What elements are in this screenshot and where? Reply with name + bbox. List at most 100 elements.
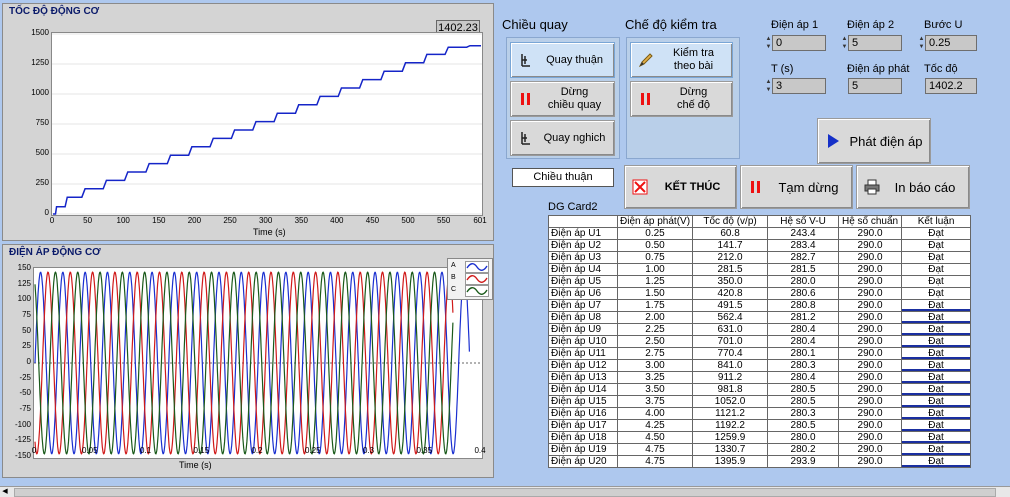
table-cell: 290.0 [838,275,903,288]
row-label-cell: Điện áp U13 [548,371,618,384]
row-label-cell: Điện áp U2 [548,239,618,252]
legend-entry: A [451,261,489,273]
reverse-button[interactable]: Quay nghich [510,120,615,156]
row-label-cell: Điện áp U8 [548,311,618,324]
voltage-x-tick: 0.2 [251,446,263,455]
table-cell: Đạt [901,227,972,240]
scroll-left-arrow[interactable]: ◀ [2,488,8,495]
table-cell: Đạt [901,347,972,360]
table-cell: Đạt [901,395,972,408]
voltage-chart [34,271,482,455]
emit-voltage-button[interactable]: Phát điện áp [817,118,931,164]
pause-icon [747,178,765,196]
speed-y-tick: 0 [44,208,49,217]
table-cell: 290.0 [838,299,903,312]
table-cell: 0.75 [616,251,694,264]
row-label-cell: Điện áp U3 [548,251,618,264]
print-report-button[interactable]: In báo cáo [856,165,970,209]
table-cell: 280.3 [767,359,840,372]
test-mode-button[interactable]: Kiểm tra theo bài [630,42,733,78]
step-input[interactable]: 0.25 [925,35,977,51]
table-cell: Đạt [901,239,972,252]
u1-spinner[interactable]: ▲ ▼ [765,36,772,50]
t-spinner[interactable]: ▲ ▼ [765,79,772,93]
table-cell: 770.4 [692,347,769,360]
speed-y-tick: 1250 [31,58,49,67]
speed-x-tick: 500 [401,216,415,225]
table-cell: 290.0 [838,383,903,396]
table-cell: 1.75 [616,299,694,312]
stop-mode-button[interactable]: Dừng chế độ [630,81,733,117]
table-cell: 283.4 [767,239,840,252]
voltage-x-tick: 0.25 [304,446,321,455]
t-input[interactable]: 3 [772,78,826,94]
table-cell: 290.0 [838,431,903,444]
play-icon [824,132,842,150]
table-cell: 290.0 [838,239,903,252]
u1-input[interactable]: 0 [772,35,826,51]
row-label-cell: Điện áp U4 [548,263,618,276]
table-header-cell: Điện áp phát(V) [616,215,694,228]
row-label-cell: Điện áp U20 [548,455,618,468]
table-cell: 1.00 [616,263,694,276]
table-cell: 1052.0 [692,395,769,408]
table-cell: 60.8 [692,227,769,240]
speed-x-tick: 250 [223,216,237,225]
u2-input[interactable]: 5 [848,35,902,51]
voltage-x-tick: 0.4 [474,446,486,455]
u2-spinner[interactable]: ▲ ▼ [841,36,848,50]
row-label-cell: Điện áp U14 [548,383,618,396]
table-cell: Đạt [901,251,972,264]
t-label: T (s) [771,63,794,75]
step-spinner[interactable]: ▲ ▼ [918,36,925,50]
pause-icon [637,90,655,108]
table-cell: 2.00 [616,311,694,324]
legend-entry: C [451,285,489,297]
table-cell: 280.0 [767,431,840,444]
table-row: Điện áp U15 3.75 1052.0 280.5 290.0 Đạt [548,395,972,408]
table-cell: 290.0 [838,263,903,276]
pause-button[interactable]: Tạm dừng [740,165,853,209]
speed-x-tick: 450 [365,216,380,225]
row-label-cell: Điện áp U7 [548,299,618,312]
voltage-series-a [34,271,470,455]
legend-label: A [451,262,456,269]
table-cell: 1.50 [616,287,694,300]
legend-entry: B [451,273,489,285]
finish-button[interactable]: KẾT THÚC [624,165,737,209]
motor-forward-icon [517,51,535,69]
table-cell: 281.2 [767,311,840,324]
voltage-x-tick: 0.05 [81,446,98,455]
table-cell: Đạt [901,335,972,348]
speed-panel-title: TỐC ĐỘ ĐỘNG CƠ [9,6,100,17]
voltage-y-tick: -75 [19,404,31,413]
table-cell: 280.5 [767,383,840,396]
table-cell: 420.8 [692,287,769,300]
voltage-y-tick: 75 [22,310,31,319]
stop-direction-button[interactable]: Dừng chiều quay [510,81,615,117]
table-cell: 290.0 [838,419,903,432]
table-row: Điện áp U8 2.00 562.4 281.2 290.0 Đạt [548,311,972,324]
table-row: Điện áp U17 4.25 1192.2 280.5 290.0 Đạt [548,419,972,432]
horizontal-scrollbar[interactable]: ◀ [0,486,1010,497]
table-cell: 290.0 [838,407,903,420]
speed-y-tick: 750 [35,118,49,127]
voltage-y-tick: 100 [17,294,31,304]
motor-reverse-icon [517,129,535,147]
step-label: Bước U [924,19,963,31]
table-cell: 0.50 [616,239,694,252]
mode-title: Chế độ kiểm tra [625,17,717,32]
stop-direction-label: Dừng chiều quay [547,86,602,111]
direction-status: Chiều thuận [512,168,614,187]
u-out-label: Điện áp phát [847,63,910,75]
voltage-x-tick: 0 [31,446,37,455]
row-label-cell: Điện áp U1 [548,227,618,240]
table-cell: 280.5 [767,395,840,408]
table-row: Điện áp U16 4.00 1121.2 280.3 290.0 Đạt [548,407,972,420]
forward-button[interactable]: Quay thuận [510,42,615,78]
table-header-cell: Kết luận [901,215,972,228]
table-cell: 4.75 [616,455,694,468]
table-cell: Đạt [901,443,972,456]
table-cell: Đạt [901,359,972,372]
row-label-cell: Điện áp U17 [548,419,618,432]
